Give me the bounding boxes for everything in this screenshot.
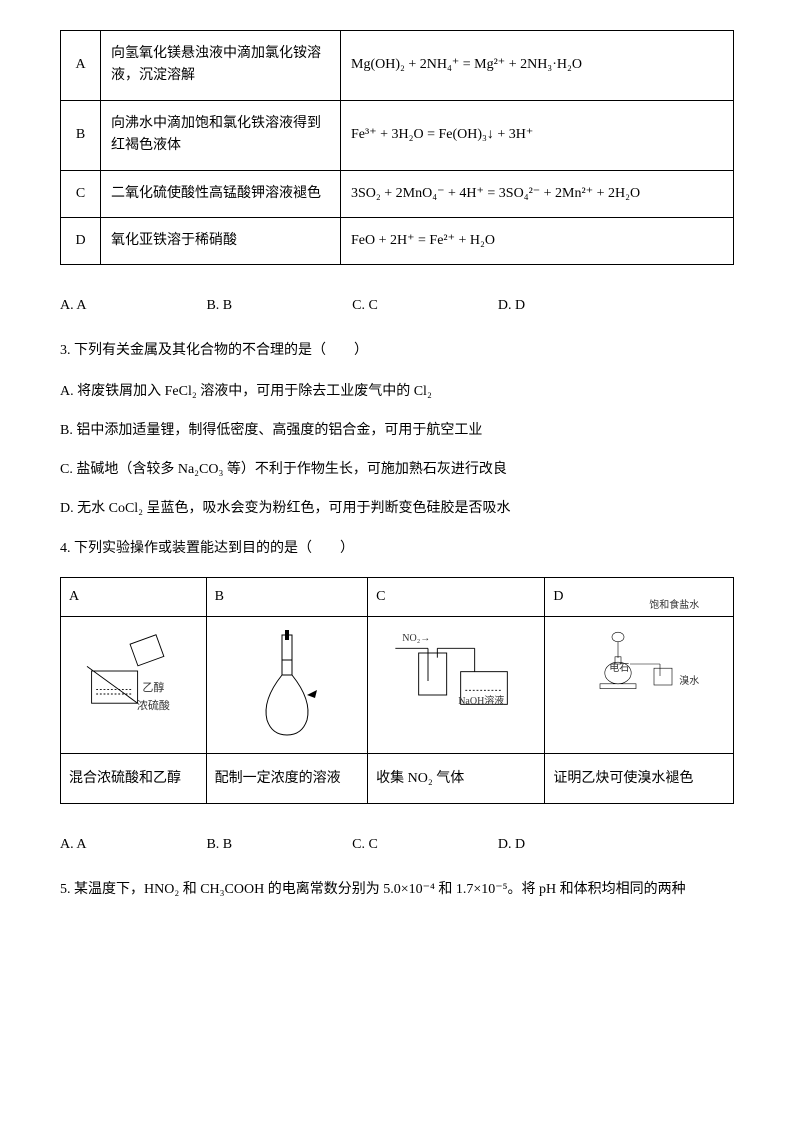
figure-header-a: A: [61, 577, 207, 616]
row-desc: 氧化亚铁溶于稀硝酸: [101, 217, 341, 264]
figure-desc-row: 混合浓硫酸和乙醇 配制一定浓度的溶液 收集 NO₂ 气体 证明乙炔可使溴水褪色: [61, 754, 734, 804]
diagram-a: 乙醇 浓硫酸: [61, 617, 207, 754]
row-label: A: [61, 31, 101, 101]
option-c: C. C: [352, 834, 378, 856]
option-d: D. D: [498, 834, 525, 856]
answer-options-q2: A. A B. B C. C D. D: [60, 295, 734, 317]
diagram-c-label2: NaOH溶液: [458, 696, 504, 707]
option-a: A. A: [60, 834, 86, 856]
figure-header-d: D: [545, 577, 734, 616]
option-d: D. D: [498, 295, 525, 317]
figure-header-c: C: [368, 577, 545, 616]
diagram-c: NO₂→ NaOH溶液: [368, 617, 545, 754]
option-a: A. A: [60, 295, 86, 317]
question-4-stem: 4. 下列实验操作或装置能达到目的的是（ ）: [60, 536, 734, 561]
table-row: C 二氧化硫使酸性高锰酸钾溶液褪色 3SO₂ + 2MnO₄⁻ + 4H⁺ = …: [61, 170, 734, 217]
figure-header-row: A B C D: [61, 577, 734, 616]
option-c: C. C: [352, 295, 378, 317]
table-row: D 氧化亚铁溶于稀硝酸 FeO + 2H⁺ = Fe²⁺ + H₂O: [61, 217, 734, 264]
figure-desc-c: 收集 NO₂ 气体: [368, 754, 545, 804]
row-equation: Mg(OH)₂ + 2NH₄⁺ = Mg²⁺ + 2NH₃·H₂O: [341, 31, 734, 101]
option-b: B. B: [206, 295, 232, 317]
table-row: B 向沸水中滴加饱和氯化铁溶液得到红褐色液体 Fe³⁺ + 3H₂O = Fe(…: [61, 100, 734, 170]
question-5-stem: 5. 某温度下，HNO₂ 和 CH₃COOH 的电离常数分别为 5.0×10⁻⁴…: [60, 877, 734, 902]
row-label: D: [61, 217, 101, 264]
table-row: A 向氢氧化镁悬浊液中滴加氯化铵溶液，沉淀溶解 Mg(OH)₂ + 2NH₄⁺ …: [61, 31, 734, 101]
figure-image-row: 乙醇 浓硫酸: [61, 617, 734, 754]
row-desc: 二氧化硫使酸性高锰酸钾溶液褪色: [101, 170, 341, 217]
q3-option-b: B. 铝中添加适量锂，制得低密度、高强度的铝合金，可用于航空工业: [60, 418, 734, 443]
diagram-c-label1: NO₂: [402, 633, 420, 644]
equation-table: A 向氢氧化镁悬浊液中滴加氯化铵溶液，沉淀溶解 Mg(OH)₂ + 2NH₄⁺ …: [60, 30, 734, 265]
option-b: B. B: [206, 834, 232, 856]
q3-option-a: A. 将废铁屑加入 FeCl₂ 溶液中，可用于除去工业废气中的 Cl₂: [60, 379, 734, 404]
pouring-diagram-icon: [78, 625, 188, 708]
figure-desc-a: 混合浓硫酸和乙醇: [61, 754, 207, 804]
q3-option-d: D. 无水 CoCl₂ 呈蓝色，吸水会变为粉红色，可用于判断变色硅胶是否吸水: [60, 496, 734, 521]
figure-desc-d: 证明乙炔可使溴水褪色: [545, 754, 734, 804]
figure-table: A B C D 乙醇 浓硫酸: [60, 577, 734, 804]
figure-desc-b: 配制一定浓度的溶液: [206, 754, 367, 804]
figure-header-b: B: [206, 577, 367, 616]
diagram-d-label2: 电石: [609, 663, 629, 674]
row-equation: Fe³⁺ + 3H₂O = Fe(OH)₃↓ + 3H⁺: [341, 100, 734, 170]
diagram-d-label3: 溴水: [679, 676, 699, 687]
answer-options-q4: A. A B. B C. C D. D: [60, 834, 734, 856]
row-label: C: [61, 170, 101, 217]
diagram-d-label1: 饱和食盐水: [649, 600, 699, 611]
row-desc: 向氢氧化镁悬浊液中滴加氯化铵溶液，沉淀溶解: [101, 31, 341, 101]
q3-option-c: C. 盐碱地（含较多 Na₂CO₃ 等）不利于作物生长，可施加熟石灰进行改良: [60, 457, 734, 482]
diagram-a-label1: 乙醇: [142, 682, 164, 694]
diagram-a-label2: 浓硫酸: [137, 700, 170, 712]
diagram-b: [206, 617, 367, 754]
question-3-stem: 3. 下列有关金属及其化合物的不合理的是（ ）: [60, 338, 734, 363]
diagram-d: 饱和食盐水 电石 溴水: [545, 617, 734, 754]
volumetric-flask-icon: [247, 630, 327, 740]
row-equation: FeO + 2H⁺ = Fe²⁺ + H₂O: [341, 217, 734, 264]
row-equation: 3SO₂ + 2MnO₄⁻ + 4H⁺ = 3SO₄²⁻ + 2Mn²⁺ + 2…: [341, 170, 734, 217]
row-label: B: [61, 100, 101, 170]
row-desc: 向沸水中滴加饱和氯化铁溶液得到红褐色液体: [101, 100, 341, 170]
